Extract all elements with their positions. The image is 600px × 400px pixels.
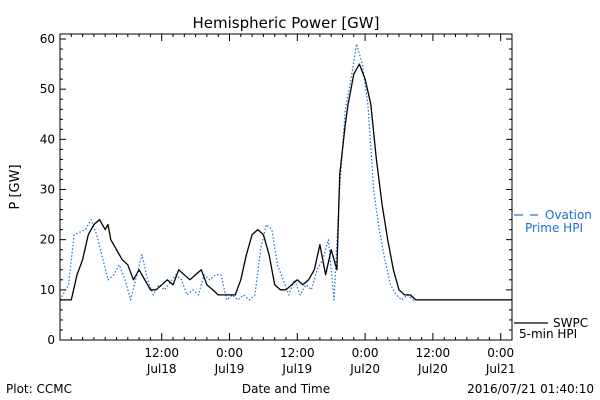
- x-tick-label-date: Jul20: [349, 362, 380, 376]
- x-tick-label-date: Jul18: [146, 362, 177, 376]
- axes-layer: 0 10 20 30 40 50 60 12:00 Jul18 0:00 Jul19 12:00 Jul…: [40, 32, 516, 376]
- plot-credit: Plot: CCMC: [6, 382, 72, 396]
- x-tick-label-date: Jul20: [417, 362, 448, 376]
- x-tick-label-date: Jul19: [214, 362, 245, 376]
- x-tick-label-date: Jul19: [281, 362, 312, 376]
- series-layer: [59, 43, 512, 301]
- chart-title: Hemispheric Power [GW]: [193, 14, 380, 32]
- y-tick-label-0: 0: [47, 333, 55, 347]
- legend-swpc-line1: SWPC: [553, 316, 588, 330]
- y-tick-label-10: 10: [40, 283, 55, 297]
- x-tick-label-time: 12:00: [416, 346, 451, 360]
- y-tick-label-30: 30: [40, 183, 55, 197]
- x-tick-label-time: 12:00: [280, 346, 315, 360]
- legend-ovation-line1: Ovation: [545, 208, 592, 222]
- x-axis-label: Date and Time: [242, 382, 330, 396]
- y-tick-label-60: 60: [40, 32, 55, 46]
- y-tick-label-20: 20: [40, 233, 55, 247]
- x-tick-label-time: 0:00: [352, 346, 379, 360]
- x-tick-label-time: 0:00: [216, 346, 243, 360]
- ovation-prime-hpi-series: [59, 43, 512, 301]
- y-tick-label-40: 40: [40, 132, 55, 146]
- y-axis-label: P [GW]: [8, 164, 23, 209]
- legend-ovation-line2: Prime HPI: [525, 221, 583, 235]
- swpc-hpi-series: [60, 63, 512, 301]
- x-tick-label-time: 0:00: [487, 346, 514, 360]
- legend-swpc-line2: 5-min HPI: [519, 327, 577, 341]
- x-tick-label-date: Jul21: [485, 362, 516, 376]
- legend: Ovation Prime HPI SWPC 5-min HPI: [514, 208, 592, 341]
- x-tick-label-time: 12:00: [144, 346, 179, 360]
- plot-timestamp: 2016/07/21 01:40:10: [467, 382, 594, 396]
- y-tick-label-50: 50: [40, 82, 55, 96]
